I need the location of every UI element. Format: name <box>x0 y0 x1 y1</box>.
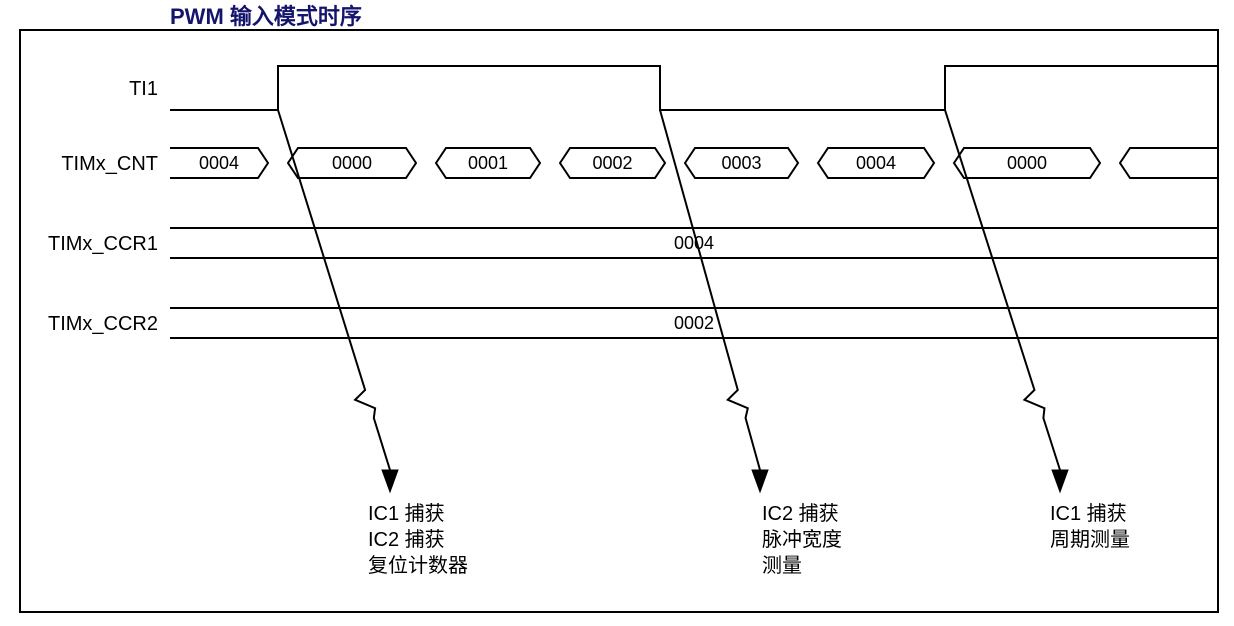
cnt-value: 0001 <box>468 153 508 173</box>
capture-note-0-1: IC2 捕获 <box>368 528 445 551</box>
ti1-label: TI1 <box>129 78 158 100</box>
capture-note-0-0: IC1 捕获 <box>368 502 445 525</box>
capture-note-0-2: 复位计数器 <box>368 554 468 577</box>
timing-diagram: PWM 输入模式时序 TI1 TIMx_CNT 0004 0000 0001 0002 000… <box>0 0 1234 626</box>
cnt-value: 0003 <box>721 153 761 173</box>
cnt-value: 0004 <box>199 153 239 173</box>
capture-note-2-1: 周期测量 <box>1050 528 1130 551</box>
cnt-value: 0000 <box>332 153 372 173</box>
diagram-title: PWM 输入模式时序 <box>170 4 362 29</box>
cnt-value: 0000 <box>1007 153 1047 173</box>
ccr2-value: 0002 <box>674 313 714 333</box>
cnt-value: 0002 <box>592 153 632 173</box>
capture-note-1-0: IC2 捕获 <box>762 502 839 525</box>
cnt-value: 0004 <box>856 153 896 173</box>
ccr1-label: TIMx_CCR1 <box>48 233 158 255</box>
capture-note-1-2: 测量 <box>762 554 802 577</box>
ccr2-label: TIMx_CCR2 <box>48 313 158 335</box>
capture-note-2-0: IC1 捕获 <box>1050 502 1127 525</box>
capture-note-1-1: 脉冲宽度 <box>762 528 842 551</box>
cnt-label: TIMx_CNT <box>61 153 158 175</box>
